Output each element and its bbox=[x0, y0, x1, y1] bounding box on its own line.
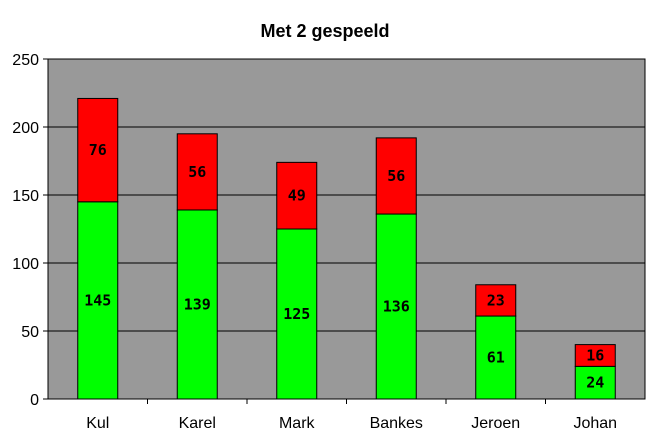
x-tick-label: Kul bbox=[86, 415, 109, 432]
data-labels: 145 76 139 56 125 49 136 56 61 23 24 16 bbox=[84, 141, 604, 392]
x-tick-label: Johan bbox=[573, 415, 617, 432]
y-tick-label: 0 bbox=[30, 392, 39, 409]
data-label: 49 bbox=[288, 187, 306, 205]
bar-segment bbox=[176, 133, 218, 211]
bar-segment bbox=[574, 365, 616, 400]
data-label: 56 bbox=[188, 163, 206, 181]
y-tick-label: 100 bbox=[12, 256, 39, 273]
bars bbox=[77, 97, 616, 400]
bar-segment bbox=[77, 97, 119, 203]
bar-segment bbox=[176, 209, 218, 400]
y-tick-label: 150 bbox=[12, 188, 39, 205]
x-tick-label: Bankes bbox=[370, 415, 423, 432]
bar-segment bbox=[276, 228, 318, 400]
y-tick-label: 250 bbox=[12, 52, 39, 69]
data-label: 16 bbox=[586, 346, 604, 364]
data-label: 139 bbox=[184, 295, 211, 313]
data-label: 56 bbox=[387, 167, 405, 185]
bar-segment bbox=[276, 161, 318, 230]
y-tick-label: 50 bbox=[21, 324, 39, 341]
bar-segment bbox=[77, 201, 119, 400]
bar-segment bbox=[475, 284, 517, 317]
bar-segment bbox=[375, 137, 417, 215]
bar-segment bbox=[475, 315, 517, 400]
data-label: 125 bbox=[283, 305, 310, 323]
bar-segment bbox=[574, 344, 616, 367]
chart-title: Met 2 gespeeld bbox=[260, 21, 389, 41]
data-label: 24 bbox=[586, 374, 604, 392]
data-label: 61 bbox=[487, 349, 505, 367]
x-tick-label: Jeroen bbox=[471, 415, 520, 432]
data-label: 136 bbox=[383, 298, 410, 316]
data-label: 145 bbox=[84, 291, 111, 309]
data-label: 23 bbox=[487, 291, 505, 309]
y-tick-label: 200 bbox=[12, 120, 39, 137]
data-label: 76 bbox=[89, 141, 107, 159]
axes: 0 50 100 150 200 250 Kul Karel Mark Bankes Jeroen J… bbox=[12, 52, 645, 432]
gridlines bbox=[48, 126, 645, 332]
x-tick-label: Mark bbox=[279, 415, 316, 432]
plot-area bbox=[47, 58, 646, 400]
x-tick-label: Karel bbox=[179, 415, 216, 432]
bar-segment bbox=[375, 213, 417, 400]
